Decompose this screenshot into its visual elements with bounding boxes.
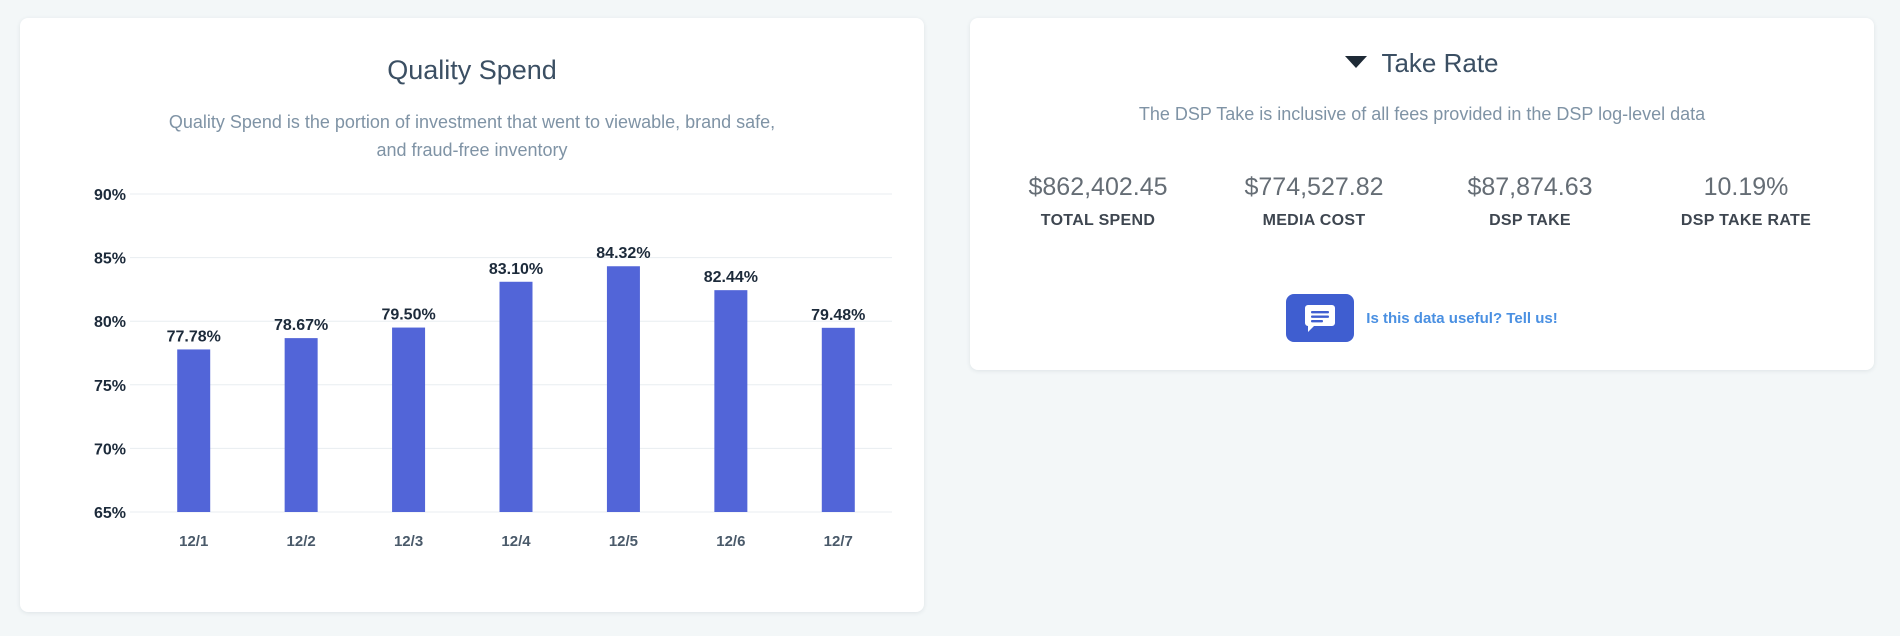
data-label: 82.44% [704, 269, 758, 286]
y-tick-label: 70% [94, 441, 126, 458]
take-rate-metrics: $862,402.45 TOTAL SPEND $774,527.82 MEDI… [990, 173, 1854, 230]
quality-spend-subtitle: Quality Spend is the portion of investme… [80, 108, 864, 164]
take-rate-title: Take Rate [1381, 48, 1499, 78]
bar [714, 290, 748, 512]
quality-spend-title: Quality Spend [387, 55, 557, 85]
metric-total-spend: $862,402.45 TOTAL SPEND [998, 173, 1198, 230]
take-rate-card: Take Rate The DSP Take is inclusive of a… [970, 18, 1874, 370]
x-tick-label: 12/3 [394, 533, 423, 550]
metric-value: $87,874.63 [1467, 173, 1593, 201]
bar [499, 281, 533, 512]
take-rate-subtitle: The DSP Take is inclusive of all fees pr… [1138, 104, 1706, 124]
chat-bubble-icon [1305, 305, 1336, 332]
quality-spend-subtitle-line2: and fraud-free inventory [376, 140, 568, 160]
y-tick-label: 85% [94, 251, 126, 268]
metric-label: TOTAL SPEND [1040, 212, 1156, 229]
metric-dsp-take: $87,874.63 DSP TAKE [1430, 173, 1630, 230]
quality-spend-subtitle-line1: Quality Spend is the portion of investme… [168, 112, 776, 132]
data-label: 79.50% [381, 307, 435, 324]
bar [284, 338, 318, 512]
x-tick-label: 12/2 [287, 533, 316, 550]
data-label: 78.67% [274, 317, 328, 334]
x-tick-label: 12/6 [716, 533, 745, 550]
y-tick-label: 80% [94, 314, 126, 331]
y-tick-label: 75% [94, 378, 126, 395]
quality-spend-card: Quality Spend Quality Spend is the porti… [20, 18, 924, 612]
y-tick-label: 90% [94, 187, 126, 204]
metric-media-cost: $774,527.82 MEDIA COST [1214, 173, 1414, 230]
x-tick-label: 12/5 [609, 533, 638, 550]
bar [821, 327, 855, 512]
data-label: 84.32% [596, 245, 650, 262]
caret-down-icon[interactable] [1345, 56, 1368, 69]
take-rate-header[interactable]: Take Rate [970, 48, 1874, 79]
metric-dsp-take-rate: 10.19% DSP TAKE RATE [1646, 173, 1846, 230]
metric-value: 10.19% [1703, 173, 1789, 201]
bar [177, 349, 211, 512]
metric-value: $862,402.45 [1028, 173, 1168, 201]
data-label: 77.78% [167, 328, 221, 345]
data-label: 83.10% [489, 261, 543, 278]
feedback-link[interactable]: Is this data useful? Tell us! [1366, 309, 1558, 327]
y-tick-label: 65% [94, 505, 126, 522]
metric-label: MEDIA COST [1262, 212, 1366, 229]
feedback-row: Is this data useful? Tell us! [970, 294, 1874, 342]
bar [606, 266, 640, 512]
x-tick-label: 12/1 [179, 533, 208, 550]
x-tick-label: 12/7 [824, 533, 853, 550]
bar [392, 327, 426, 512]
metric-label: DSP TAKE [1489, 212, 1571, 229]
metric-value: $774,527.82 [1244, 173, 1384, 201]
x-tick-label: 12/4 [501, 533, 531, 550]
feedback-button[interactable] [1286, 294, 1355, 342]
data-label: 79.48% [811, 307, 865, 324]
quality-spend-bar-chart: 65% 70% 75% 80% 85% 90% 77.78% 12/1 78.67% 12/2 79… [94, 187, 892, 550]
metric-label: DSP TAKE RATE [1680, 212, 1812, 229]
